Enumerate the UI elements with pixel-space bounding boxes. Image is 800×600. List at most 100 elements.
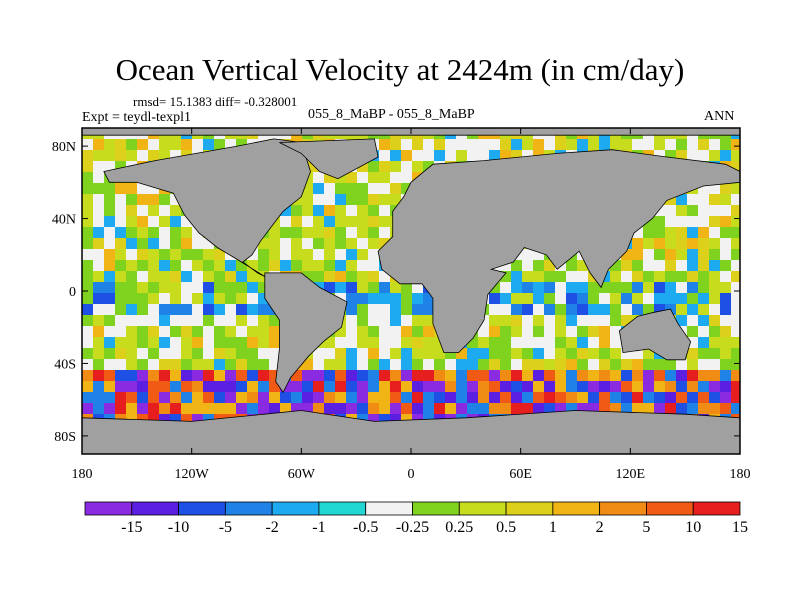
field-cell: [720, 194, 731, 205]
field-cell: [258, 348, 269, 359]
field-cell: [434, 370, 445, 381]
field-cell: [500, 403, 511, 414]
field-cell: [137, 216, 148, 227]
field-cell: [379, 414, 390, 425]
field-cell: [720, 183, 731, 194]
field-cell: [104, 139, 115, 150]
field-cell: [335, 359, 346, 370]
field-cell: [401, 293, 412, 304]
field-cell: [93, 315, 104, 326]
field-cell: [324, 260, 335, 271]
field-cell: [258, 315, 269, 326]
field-cell: [478, 348, 489, 359]
field-cell: [588, 392, 599, 403]
field-cell: [170, 348, 181, 359]
field-cell: [93, 139, 104, 150]
field-cell: [137, 194, 148, 205]
field-cell: [357, 348, 368, 359]
field-cell: [709, 150, 720, 161]
field-cell: [93, 381, 104, 392]
field-cell: [115, 205, 126, 216]
field-cell: [731, 381, 740, 392]
field-cell: [423, 161, 434, 172]
field-cell: [467, 381, 478, 392]
field-cell: [357, 271, 368, 282]
field-cell: [93, 326, 104, 337]
field-cell: [401, 337, 412, 348]
field-cell: [291, 227, 302, 238]
field-cell: [632, 348, 643, 359]
colorbar-label: 10: [685, 519, 701, 536]
field-cell: [698, 282, 709, 293]
field-cell: [214, 293, 225, 304]
field-cell: [621, 293, 632, 304]
field-cell: [313, 348, 324, 359]
field-cell: [247, 293, 258, 304]
field-cell: [181, 403, 192, 414]
field-cell: [324, 216, 335, 227]
field-cell: [731, 304, 740, 315]
field-cell: [104, 161, 115, 172]
field-cell: [236, 282, 247, 293]
field-cell: [434, 359, 445, 370]
field-cell: [148, 150, 159, 161]
field-cell: [104, 249, 115, 260]
field-cell: [104, 194, 115, 205]
field-cell: [610, 139, 621, 150]
field-cell: [280, 249, 291, 260]
field-cell: [511, 348, 522, 359]
field-cell: [687, 370, 698, 381]
field-cell: [698, 381, 709, 392]
field-cell: [511, 337, 522, 348]
field-cell: [489, 337, 500, 348]
colorbar-label: -0.5: [353, 519, 378, 536]
field-cell: [181, 271, 192, 282]
field-cell: [302, 205, 313, 216]
field-cell: [643, 227, 654, 238]
field-cell: [203, 304, 214, 315]
field-cell: [577, 304, 588, 315]
field-cell: [137, 370, 148, 381]
field-cell: [511, 293, 522, 304]
field-cell: [192, 139, 203, 150]
field-cell: [82, 337, 93, 348]
field-cell: [731, 249, 740, 260]
field-cell: [577, 337, 588, 348]
field-cell: [731, 293, 740, 304]
field-cell: [698, 403, 709, 414]
field-cell: [621, 271, 632, 282]
field-cell: [456, 348, 467, 359]
field-cell: [126, 271, 137, 282]
field-cell: [533, 392, 544, 403]
field-cell: [104, 326, 115, 337]
field-cell: [269, 238, 280, 249]
field-cell: [544, 271, 555, 282]
field-cell: [93, 260, 104, 271]
field-cell: [731, 403, 740, 414]
field-cell: [555, 139, 566, 150]
field-cell: [148, 381, 159, 392]
field-cell: [236, 293, 247, 304]
colorbar-label: -0.25: [396, 519, 429, 536]
field-cell: [181, 315, 192, 326]
field-cell: [489, 293, 500, 304]
field-cell: [82, 348, 93, 359]
field-cell: [291, 249, 302, 260]
field-cell: [203, 326, 214, 337]
field-cell: [665, 194, 676, 205]
field-cell: [687, 205, 698, 216]
field-cell: [566, 403, 577, 414]
field-cell: [467, 370, 478, 381]
field-cell: [368, 183, 379, 194]
field-cell: [324, 172, 335, 183]
field-cell: [500, 392, 511, 403]
field-cell: [588, 403, 599, 414]
field-cell: [214, 249, 225, 260]
field-cell: [665, 139, 676, 150]
field-cell: [588, 326, 599, 337]
field-cell: [236, 337, 247, 348]
field-cell: [588, 293, 599, 304]
field-cell: [379, 216, 390, 227]
field-cell: [423, 392, 434, 403]
field-cell: [599, 403, 610, 414]
